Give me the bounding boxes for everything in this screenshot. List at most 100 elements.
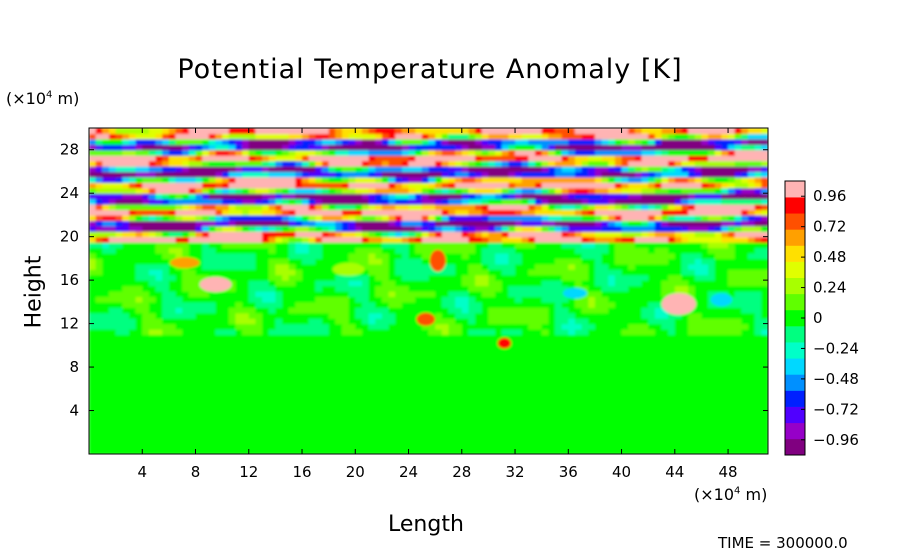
heatmap-cell	[248, 263, 257, 270]
heatmap-cell	[348, 214, 356, 221]
heatmap-cell	[634, 339, 643, 346]
heatmap-cell	[188, 448, 197, 454]
heatmap-cell	[335, 367, 343, 374]
heatmap-cell	[601, 361, 609, 368]
heatmap-cell	[588, 394, 596, 401]
heatmap-cell	[475, 258, 483, 265]
heatmap-cell	[228, 421, 237, 428]
heatmap-cell	[455, 367, 463, 374]
heatmap-cell	[608, 323, 616, 330]
heatmap-cell	[361, 252, 370, 259]
heatmap-cell	[335, 236, 343, 243]
heatmap-cell	[135, 432, 143, 439]
heatmap-cell	[761, 432, 768, 439]
heatmap-cell	[208, 291, 217, 298]
heatmap-cell	[262, 415, 270, 422]
heatmap-cell	[468, 388, 476, 395]
heatmap-cell	[122, 443, 130, 450]
heatmap-cell	[688, 204, 696, 211]
heatmap-cell	[714, 350, 723, 357]
heatmap-cell	[321, 280, 330, 287]
heatmap-cell	[748, 443, 756, 450]
heatmap-cell	[614, 421, 623, 428]
heatmap-cell	[521, 209, 529, 216]
heatmap-cell	[295, 448, 303, 454]
heatmap-cell	[528, 296, 536, 303]
heatmap-cell	[255, 209, 263, 216]
heatmap-cell	[515, 399, 523, 406]
heatmap-cell	[548, 410, 556, 417]
heatmap-cell	[668, 388, 676, 395]
heatmap-cell	[275, 437, 283, 444]
heatmap-cell	[408, 432, 416, 439]
heatmap-cell	[375, 426, 383, 433]
heatmap-cell	[441, 405, 450, 412]
heatmap-cell	[368, 231, 376, 238]
heatmap-cell	[255, 410, 263, 417]
heatmap-cell	[488, 437, 496, 444]
heatmap-cell	[262, 448, 270, 454]
heatmap-cell	[488, 301, 496, 308]
heatmap-cell	[415, 220, 423, 227]
heatmap-cell	[594, 426, 603, 433]
heatmap-cell	[228, 209, 237, 216]
heatmap-cell	[734, 236, 742, 243]
heatmap-cell	[255, 193, 263, 200]
heatmap-cell	[142, 231, 150, 238]
heatmap-cell	[661, 345, 669, 352]
heatmap-cell	[335, 399, 343, 406]
heatmap-cell	[115, 415, 123, 422]
heatmap-cell	[262, 214, 270, 221]
heatmap-cell	[321, 361, 330, 368]
heatmap-cell	[315, 274, 323, 281]
heatmap-cell	[102, 339, 110, 346]
heatmap-cell	[262, 204, 270, 211]
heatmap-cell	[262, 405, 270, 412]
heatmap-cell	[341, 448, 350, 454]
heatmap-cell	[761, 231, 768, 238]
heatmap-cell	[242, 307, 250, 314]
heatmap-cell	[441, 301, 450, 308]
heatmap-cell	[388, 220, 396, 227]
heatmap-cell	[348, 204, 356, 211]
heatmap-cell	[95, 296, 103, 303]
heatmap-cell	[588, 448, 596, 454]
heatmap-cell	[228, 307, 237, 314]
heatmap-cell	[361, 426, 370, 433]
heatmap-cell	[95, 323, 103, 330]
heatmap-cell	[302, 443, 310, 450]
heatmap-cell	[654, 345, 663, 352]
heatmap-cell	[674, 377, 683, 384]
heatmap-cell	[754, 405, 762, 412]
heatmap-cell	[255, 247, 263, 254]
heatmap-cell	[748, 329, 756, 336]
heatmap-cell	[674, 252, 683, 259]
heatmap-cell	[421, 296, 430, 303]
heatmap-cell	[335, 350, 343, 357]
heatmap-cell	[155, 334, 163, 341]
heatmap-cell	[568, 350, 576, 357]
heatmap-cell	[748, 296, 756, 303]
heatmap-cell	[282, 448, 290, 454]
heatmap-cell	[268, 448, 276, 454]
heatmap-cell	[95, 193, 103, 200]
heatmap-cell	[734, 274, 742, 281]
heatmap-cell	[135, 225, 143, 232]
heatmap-cell	[368, 410, 376, 417]
heatmap-cell	[721, 204, 729, 211]
heatmap-cell	[368, 252, 376, 259]
heatmap-cell	[288, 329, 296, 336]
heatmap-cell	[195, 225, 203, 232]
heatmap-cell	[395, 280, 403, 287]
heatmap-cell	[135, 247, 143, 254]
heatmap-cell	[275, 426, 283, 433]
heatmap-cell	[381, 220, 390, 227]
heatmap-cell	[568, 252, 576, 259]
heatmap-cell	[375, 269, 383, 276]
heatmap-cell	[654, 432, 663, 439]
heatmap-cell	[435, 323, 443, 330]
heatmap-cell	[168, 301, 177, 308]
heatmap-cell	[275, 421, 283, 428]
heatmap-cell	[361, 432, 370, 439]
heatmap-cell	[321, 394, 330, 401]
